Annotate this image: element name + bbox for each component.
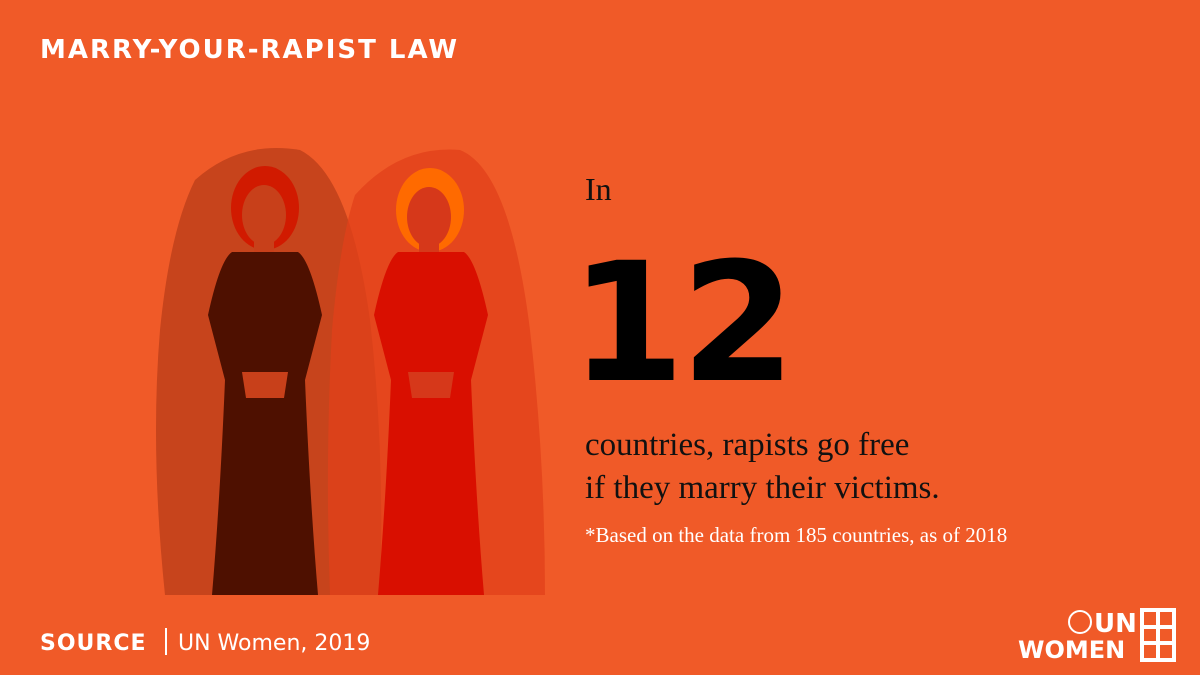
stat-line: if they marry their victims. xyxy=(585,470,940,506)
face-left xyxy=(242,185,286,245)
stat-line: countries, rapists go free xyxy=(585,427,909,463)
stat-number: 12 xyxy=(570,227,792,419)
dress-right xyxy=(374,252,488,595)
title: MARRY-YOUR-RAPIST LAW xyxy=(40,35,459,65)
dress-left xyxy=(208,252,322,595)
hands-right xyxy=(408,372,454,398)
source-text: UN Women, 2019 xyxy=(178,631,370,656)
source-label: SOURCE xyxy=(40,631,147,656)
face-right xyxy=(407,187,451,247)
illustration xyxy=(156,148,545,595)
hands-left xyxy=(242,372,288,398)
logo-emblem xyxy=(1068,610,1092,634)
logo-text: UN xyxy=(1094,609,1137,639)
logo: UN WOMEN xyxy=(1018,608,1176,664)
stat-prefix: In xyxy=(585,171,612,207)
logo-text: WOMEN xyxy=(1018,636,1125,664)
footnote: *Based on the data from 185 countries, a… xyxy=(585,523,1007,547)
